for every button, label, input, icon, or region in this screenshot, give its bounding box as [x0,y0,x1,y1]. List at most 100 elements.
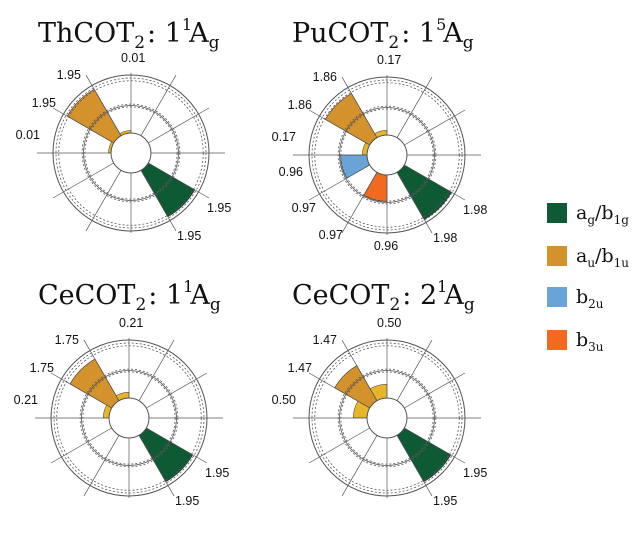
label-au-b1u-inner: 1.86 [288,98,312,112]
grid-spoke [308,372,370,409]
grid-spoke [404,109,466,146]
grid-spoke [50,372,112,409]
grid-spoke [148,162,210,199]
grid-spoke [308,109,370,146]
label-b2u-b: 0.97 [292,201,316,215]
label-au-b1u-inner: 1.47 [288,361,312,375]
bar-b2u [340,154,371,179]
grid-spoke [341,339,378,401]
legend-item: b3u [547,329,604,354]
legend-label: au/b1u [576,245,629,270]
legend-item: au/b1u [547,245,629,270]
legend-swatch [547,246,567,266]
label-au-b1u-inner: 1.75 [30,361,54,375]
bar-ag-b1g [138,427,194,483]
grid-spoke [404,372,466,409]
bar-ag-b1g [140,162,196,218]
grid-spoke [404,164,466,201]
polar-grid [293,75,481,235]
grid-spoke [404,427,466,464]
grid-spoke [83,339,120,401]
grid-spoke [341,435,378,497]
label-ag-b1g-outer: 1.98 [433,231,457,245]
grid-spoke [138,339,175,401]
bar-au-b1u [69,358,120,409]
label-au-b1u-outer: 1.47 [313,333,337,347]
legend-label: b3u [576,329,604,354]
label-ag-b1g-inner: 1.95 [205,466,229,480]
polar-chart: PuCOT2: 15Ag0.171.861.860.171.981.980.96… [272,15,488,253]
grid-spoke [85,74,122,136]
grid-spoke [85,170,122,232]
grid-spoke [396,76,433,138]
bar-ag-b1g [396,164,452,220]
grid-spoke [52,107,114,144]
chart-title: CeCOT2: 11Ag [38,277,221,315]
grid-spoke [308,164,370,201]
label-ag-b1g-inner: 1.95 [463,466,487,480]
grid-spoke [140,170,177,232]
grid-spoke [140,74,177,136]
label-au-tiny-top: 0.50 [377,316,401,330]
label-b3u-a: 0.97 [319,228,343,242]
label-au-tiny-left: 0.17 [272,130,296,144]
label-b2u-a: 0.96 [279,165,303,179]
label-au-tiny-top: 0.21 [119,316,143,330]
bar-au-b1u [324,92,378,146]
legend-item: b2u [547,286,604,311]
legend-swatch [547,287,567,307]
label-au-tiny-left: 0.01 [16,128,40,142]
chart-title: CeCOT2: 21Ag [292,277,475,315]
legend: ag/b1g au/b1u b2u b3u [547,202,629,354]
polar-grid [37,73,225,233]
bar-au-b1u [66,88,122,144]
grid-spoke [396,339,433,401]
label-ag-b1g-inner: 1.98 [463,203,487,217]
grid-spoke [148,107,210,144]
label-ag-b1g-outer: 1.95 [177,229,201,243]
chart-title: ThCOT2: 11Ag [38,15,220,53]
charts-group: ThCOT2: 11Ag0.011.951.950.011.951.95PuCO… [14,15,488,508]
label-ag-b1g-outer: 1.95 [433,494,457,508]
grid-spoke [83,435,120,497]
bar-b3u [363,171,388,202]
label-au-b1u-inner: 1.95 [32,96,56,110]
grid-circle [366,397,408,439]
grid-circle [110,132,152,174]
chart-title: PuCOT2: 15Ag [292,15,474,53]
legend-item: ag/b1g [547,202,629,227]
grid-circle [108,397,150,439]
legend-swatch [547,203,567,223]
label-ag-b1g-outer: 1.95 [175,494,199,508]
label-au-b1u-outer: 1.75 [55,333,79,347]
polar-grid [35,338,223,498]
legend-label: ag/b1g [576,202,629,227]
label-au-tiny-top: 0.01 [121,51,145,65]
grid-spoke [146,427,208,464]
label-au-tiny-left: 0.50 [272,393,296,407]
label-au-b1u-outer: 1.95 [57,68,81,82]
polar-grid [293,338,481,498]
grid-spoke [341,76,378,138]
grid-spoke [396,172,433,234]
label-au-tiny-top: 0.17 [377,53,401,67]
bar-ag-b1g [396,427,452,483]
legend-label: b2u [576,286,604,311]
grid-spoke [52,162,114,199]
label-au-b1u-outer: 1.86 [313,70,337,84]
grid-spoke [146,372,208,409]
label-au-tiny-left: 0.21 [14,393,38,407]
grid-spoke [308,427,370,464]
label-b3u-b: 0.96 [374,239,398,253]
legend-swatch [547,330,567,350]
grid-circle [366,134,408,176]
label-ag-b1g-inner: 1.95 [207,201,231,215]
grid-spoke [396,435,433,497]
grid-spoke [341,172,378,234]
grid-spoke [138,435,175,497]
grid-spoke [50,427,112,464]
